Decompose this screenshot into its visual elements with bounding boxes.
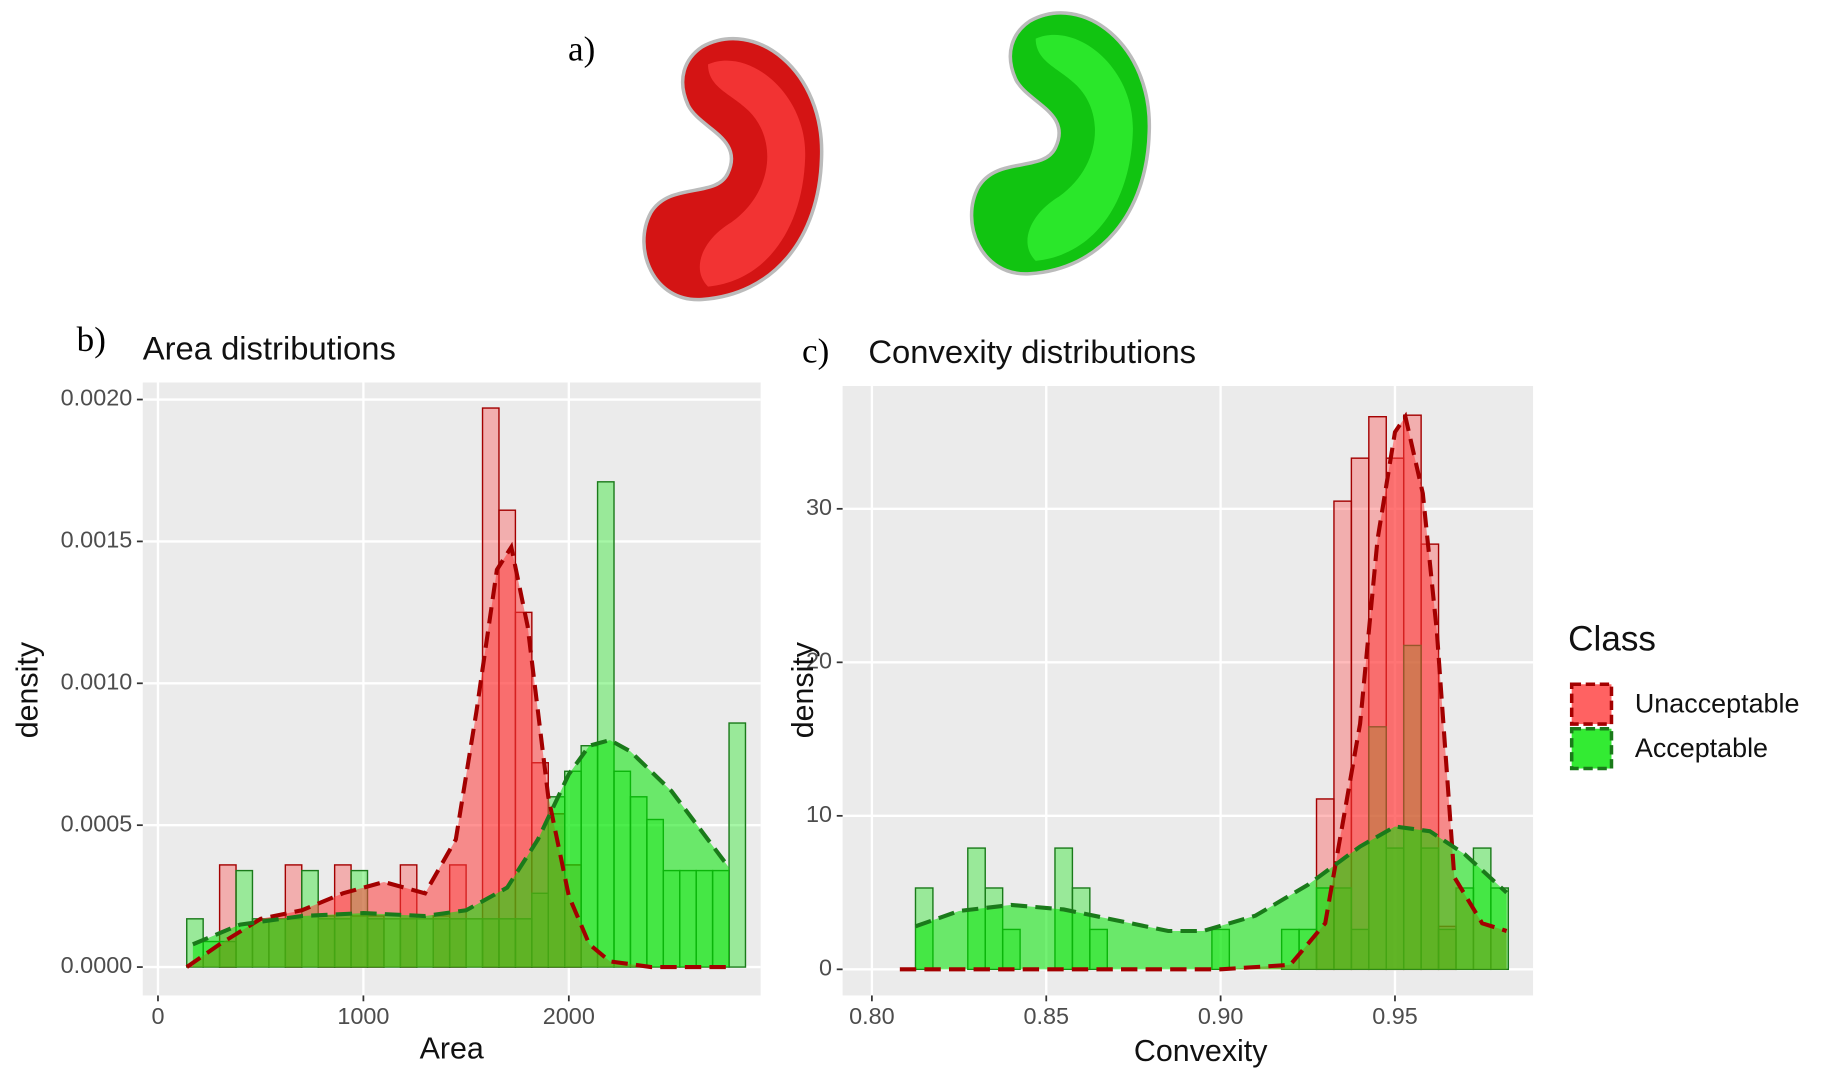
x-tick-label: 0.90 (1198, 1003, 1244, 1029)
legend-swatch (1569, 726, 1614, 771)
y-axis-title: density (10, 641, 44, 738)
x-tick-label: 0 (151, 1003, 164, 1029)
density-line (185, 541, 730, 970)
legend-title: Class (1568, 619, 1656, 658)
x-tick-label: 1000 (337, 1003, 389, 1029)
y-tick-label: 0.0010 (61, 668, 133, 694)
green-kidney-render (969, 11, 1151, 276)
x-tick-label: 0.95 (1372, 1003, 1418, 1029)
density-line (914, 824, 1509, 934)
panel-label: c) (802, 331, 829, 370)
x-axis-title: Area (420, 1031, 484, 1065)
y-tick-label: 10 (806, 801, 832, 827)
legend-swatch (1569, 682, 1614, 726)
legend-label: Unacceptable (1635, 688, 1800, 718)
x-tick-label: 0.80 (849, 1003, 895, 1029)
legend-label: Acceptable (1635, 733, 1768, 763)
density-area (192, 740, 730, 968)
red-kidney-render (642, 36, 824, 302)
x-tick-label: 0.85 (1023, 1003, 1069, 1029)
x-tick-label: 2000 (543, 1003, 595, 1029)
panel-label: b) (77, 320, 106, 359)
density-area (186, 547, 730, 968)
density-area (899, 416, 1507, 970)
y-tick-label: 0 (819, 955, 832, 981)
y-tick-label: 0.0015 (61, 527, 133, 553)
y-tick-label: 30 (806, 494, 832, 520)
density-line (192, 737, 731, 947)
y-tick-label: 0.0020 (61, 385, 133, 411)
density-area (915, 826, 1507, 970)
y-tick-label: 0.0005 (61, 810, 133, 836)
chart-title: Area distributions (143, 330, 396, 367)
histogram-bar (728, 722, 747, 968)
panel-label: a) (568, 30, 595, 69)
y-tick-label: 20 (806, 648, 832, 674)
chart-title: Convexity distributions (868, 333, 1196, 370)
density-line (899, 411, 1508, 972)
y-tick-label: 0.0000 (61, 952, 133, 978)
y-axis-title: density (786, 641, 820, 738)
x-axis-title: Convexity (1134, 1034, 1268, 1068)
